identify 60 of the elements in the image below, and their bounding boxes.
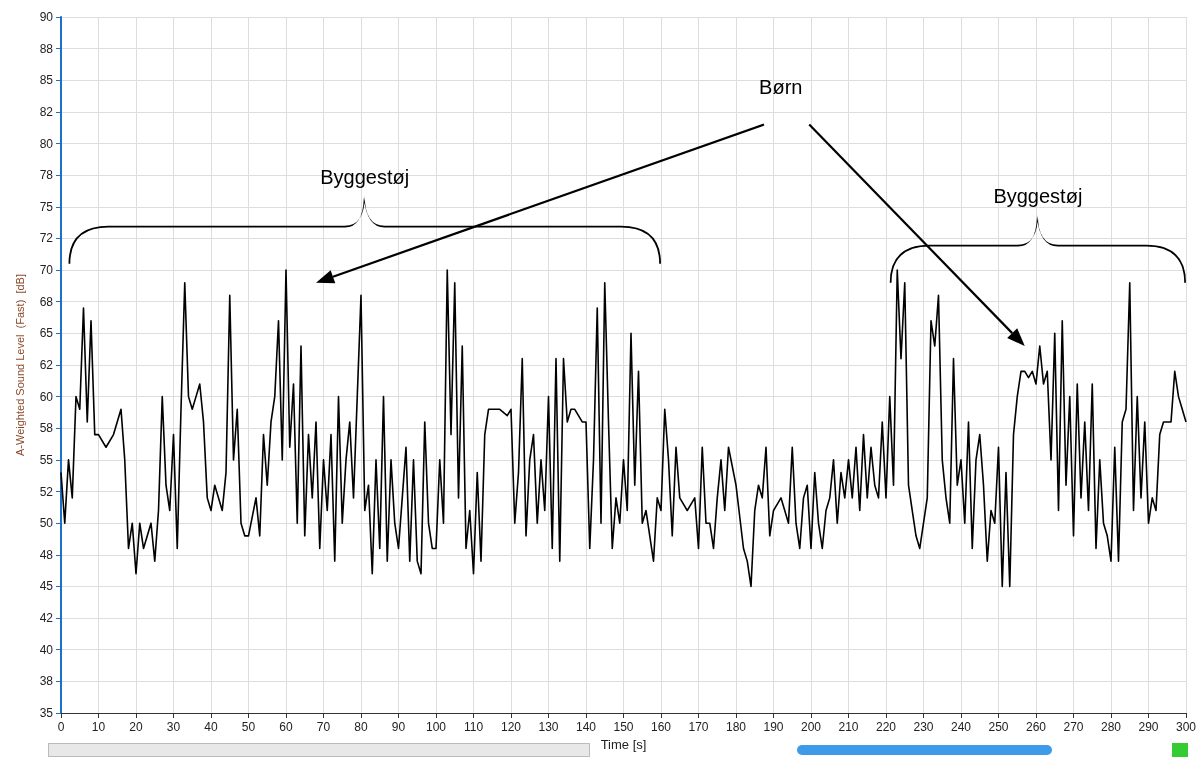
x-axis-title: Time [s] bbox=[600, 736, 647, 752]
x-tick-label: 50 bbox=[241, 720, 256, 734]
x-tick-label: 140 bbox=[575, 720, 597, 734]
x-tick-label: 290 bbox=[1138, 720, 1159, 734]
y-tick-label: 62 bbox=[39, 358, 54, 372]
y-tick-label: 75 bbox=[39, 199, 54, 214]
y-tick-label: 52 bbox=[39, 484, 54, 499]
y-tick-label: 78 bbox=[39, 168, 54, 183]
y-tick-label: 72 bbox=[39, 231, 54, 246]
x-tick-label: 130 bbox=[538, 720, 559, 734]
y-tick-label: 65 bbox=[39, 326, 54, 341]
annotation: Byggestøj bbox=[993, 184, 1083, 207]
y-tick-label: 80 bbox=[39, 136, 54, 151]
x-tick-label: 250 bbox=[988, 720, 1009, 734]
x-tick-label: 300 bbox=[1175, 720, 1197, 734]
y-axis-title: A-Weighted Sound Level (Fast) [dB] bbox=[13, 274, 26, 456]
y-tick-label: 85 bbox=[39, 73, 54, 88]
x-tick-label: 200 bbox=[800, 720, 822, 734]
y-tick-label: 35 bbox=[39, 706, 54, 720]
x-tick-label: 70 bbox=[316, 720, 331, 734]
x-tick-label: 280 bbox=[1100, 720, 1122, 734]
y-tick-label: 40 bbox=[39, 642, 54, 657]
y-tick-label: 50 bbox=[39, 516, 54, 531]
y-tick-label: 68 bbox=[39, 294, 54, 309]
y-tick-label: 38 bbox=[39, 674, 54, 689]
x-tick-label: 90 bbox=[391, 720, 406, 734]
y-tick-label: 55 bbox=[39, 452, 54, 467]
x-tick-label: 0 bbox=[57, 720, 65, 734]
x-tick-label: 230 bbox=[913, 720, 934, 734]
y-tick-label: 82 bbox=[39, 104, 54, 119]
x-tick-label: 220 bbox=[875, 720, 897, 734]
x-tick-label: 100 bbox=[425, 720, 447, 734]
y-tick-label: 42 bbox=[39, 611, 54, 626]
y-tick-label: 70 bbox=[39, 263, 54, 278]
x-tick-label: 30 bbox=[166, 720, 181, 734]
y-tick-label: 48 bbox=[39, 547, 54, 562]
y-tick-label: 45 bbox=[39, 579, 54, 594]
x-tick-label: 240 bbox=[950, 720, 972, 734]
annotation: Børn bbox=[759, 75, 803, 98]
y-tick-label: 90 bbox=[39, 10, 54, 24]
y-tick-label: 88 bbox=[39, 41, 54, 56]
x-tick-label: 160 bbox=[650, 720, 672, 734]
x-tick-label: 120 bbox=[500, 720, 522, 734]
x-tick-label: 40 bbox=[204, 720, 218, 734]
y-tick-label: 58 bbox=[39, 421, 54, 436]
x-tick-label: 110 bbox=[463, 720, 484, 734]
line-series bbox=[60, 269, 1187, 588]
y-tick-label: 60 bbox=[39, 389, 54, 404]
x-tick-label: 60 bbox=[279, 720, 293, 734]
x-tick-label: 260 bbox=[1025, 720, 1047, 734]
x-tick-label: 210 bbox=[838, 720, 859, 734]
x-tick-label: 270 bbox=[1063, 720, 1084, 734]
x-tick-label: 180 bbox=[725, 720, 747, 734]
x-tick-label: 190 bbox=[763, 720, 784, 734]
x-tick-label: 80 bbox=[354, 720, 368, 734]
x-tick-label: 10 bbox=[91, 720, 106, 734]
x-tick-label: 150 bbox=[613, 720, 634, 734]
x-tick-label: 170 bbox=[688, 720, 709, 734]
annotation: Byggestøj bbox=[320, 165, 410, 188]
x-tick-label: 20 bbox=[129, 720, 143, 734]
